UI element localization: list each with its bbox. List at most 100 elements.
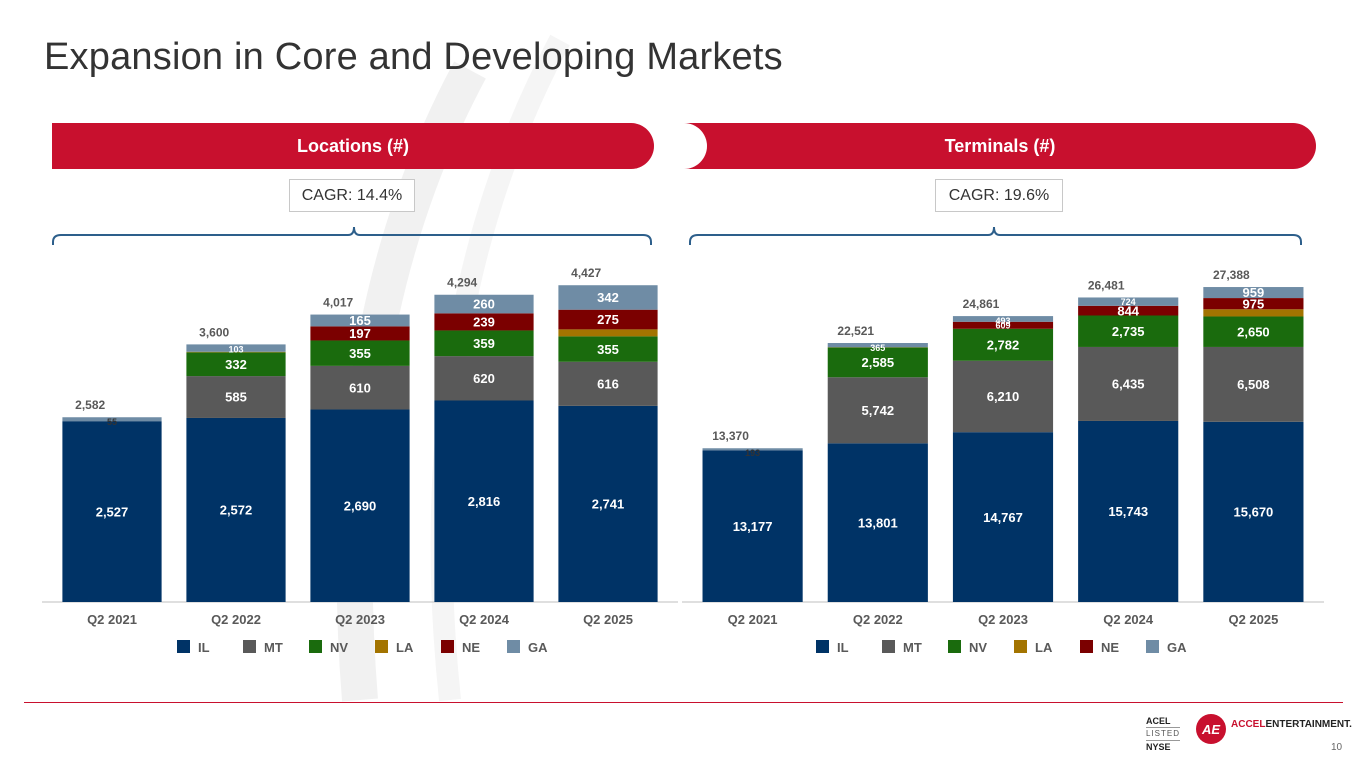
data-label-nv: 332	[225, 357, 247, 372]
legend-label-ne: NE	[1101, 640, 1119, 655]
data-label-ne: 844	[1117, 303, 1139, 318]
legend-label-la: LA	[1035, 640, 1053, 655]
nyse-exchange: NYSE	[1146, 742, 1171, 752]
total-label: 13,370	[712, 429, 749, 443]
bar-la	[1203, 309, 1304, 317]
bar-il	[62, 421, 162, 602]
bar-ne	[310, 326, 410, 341]
legend-swatch-mt	[243, 640, 256, 653]
x-tick-label: Q2 2022	[853, 612, 903, 627]
data-label-nv: 355	[597, 342, 619, 357]
legend-swatch-il	[177, 640, 190, 653]
data-label-il: 2,741	[592, 497, 625, 512]
bar-il	[1203, 421, 1304, 602]
terminals-header: Terminals (#)	[683, 123, 1316, 169]
data-label-nv: 359	[473, 336, 495, 351]
legend-swatch-ga	[507, 640, 520, 653]
legend-swatch-ne	[441, 640, 454, 653]
bar-ga	[434, 294, 534, 314]
bar-il	[434, 400, 534, 602]
data-label-ne: 609	[995, 321, 1010, 331]
data-label-il: 13,801	[858, 515, 898, 530]
legend-label-ga: GA	[1167, 640, 1187, 655]
bar-ne	[558, 309, 658, 330]
data-label-ga: 342	[597, 290, 619, 305]
bar-mt	[434, 356, 534, 401]
bar-nv	[1203, 316, 1304, 347]
data-label-ne: 975	[1243, 296, 1265, 311]
bar-nv	[310, 340, 410, 366]
total-label: 4,017	[323, 296, 353, 310]
total-label: 4,294	[447, 276, 477, 290]
brand-accel: ACCEL	[1231, 719, 1266, 730]
bar-nv	[827, 347, 928, 378]
data-label-mt: 6,210	[987, 389, 1020, 404]
terminals-header-label: Terminals (#)	[944, 135, 1056, 156]
bar-ne	[1078, 305, 1179, 316]
bar-il	[702, 450, 803, 602]
bar-ga	[1203, 287, 1304, 299]
data-label-il: 14,767	[983, 510, 1023, 525]
legend-swatch-nv	[948, 640, 961, 653]
data-label-il: 2,690	[344, 498, 377, 513]
x-tick-label: Q2 2021	[728, 612, 778, 627]
data-label-mt: 620	[473, 371, 495, 386]
nyse-listed: LISTED	[1146, 727, 1181, 741]
cagr-bracket	[52, 226, 652, 245]
x-tick-label: Q2 2022	[211, 612, 261, 627]
page-title: Expansion in Core and Developing Markets	[44, 36, 783, 78]
data-label-mt: 585	[225, 390, 247, 405]
data-label-il: 2,527	[96, 504, 129, 519]
data-label-il: 2,816	[468, 494, 501, 509]
bar-nv	[1078, 315, 1179, 347]
legend-swatch-mt	[882, 640, 895, 653]
legend-label-nv: NV	[330, 640, 348, 655]
bar-ne	[434, 313, 534, 331]
total-label: 4,427	[571, 266, 601, 280]
data-label-mt: 5,742	[862, 403, 895, 418]
locations-header: Locations (#)	[52, 123, 654, 169]
data-label-il: 13,177	[733, 519, 773, 534]
bar-mt	[1078, 346, 1179, 421]
data-label-mt: 6,435	[1112, 377, 1145, 392]
terminals-cagr: CAGR: 19.6%	[948, 186, 1050, 204]
legend-swatch-la	[1014, 640, 1027, 653]
data-label-il: 15,743	[1108, 504, 1148, 519]
total-label: 22,521	[837, 324, 874, 338]
bar-nv	[434, 330, 534, 357]
data-label-ga: 724	[1121, 297, 1136, 307]
data-label-nv: 2,782	[987, 337, 1020, 352]
x-tick-label: Q2 2025	[583, 612, 633, 627]
legend-swatch-nv	[309, 640, 322, 653]
data-label-ga: 959	[1243, 285, 1265, 300]
bar-ga	[558, 285, 658, 310]
legend-swatch-il	[816, 640, 829, 653]
legend-label-ne: NE	[462, 640, 480, 655]
data-label-ga: 103	[228, 344, 243, 354]
bar-ga	[1078, 297, 1179, 306]
bar-il	[310, 409, 410, 602]
legend-swatch-la	[375, 640, 388, 653]
data-label-nv: 355	[349, 346, 371, 361]
accel-logo-icon: AE	[1196, 714, 1226, 744]
data-label-ga: 493	[995, 316, 1010, 326]
terminals-cagr-box: CAGR: 19.6%	[935, 179, 1063, 212]
x-tick-label: Q2 2025	[1228, 612, 1278, 627]
legend-label-il: IL	[837, 640, 849, 655]
locations-cagr-box: CAGR: 14.4%	[289, 179, 415, 212]
data-label-ga: 165	[349, 313, 371, 328]
data-label-mt: 6,508	[1237, 377, 1270, 392]
data-label-il: 2,572	[220, 503, 253, 518]
data-label-mt: 616	[597, 377, 619, 392]
x-tick-label: Q2 2021	[87, 612, 137, 627]
bar-la	[186, 351, 286, 353]
locations-cagr: CAGR: 14.4%	[301, 186, 403, 204]
bar-nv	[952, 328, 1054, 361]
bar-nv	[186, 352, 286, 377]
page-number: 10	[1331, 742, 1343, 753]
bar-il	[186, 417, 286, 602]
legend-swatch-ne	[1080, 640, 1093, 653]
brand-entertainment: ENTERTAINMENT.	[1265, 719, 1352, 730]
terminals-chart: 13,177 193 13,370 Q2 2021 13,801 5,742 2,585 36…	[682, 226, 1324, 655]
